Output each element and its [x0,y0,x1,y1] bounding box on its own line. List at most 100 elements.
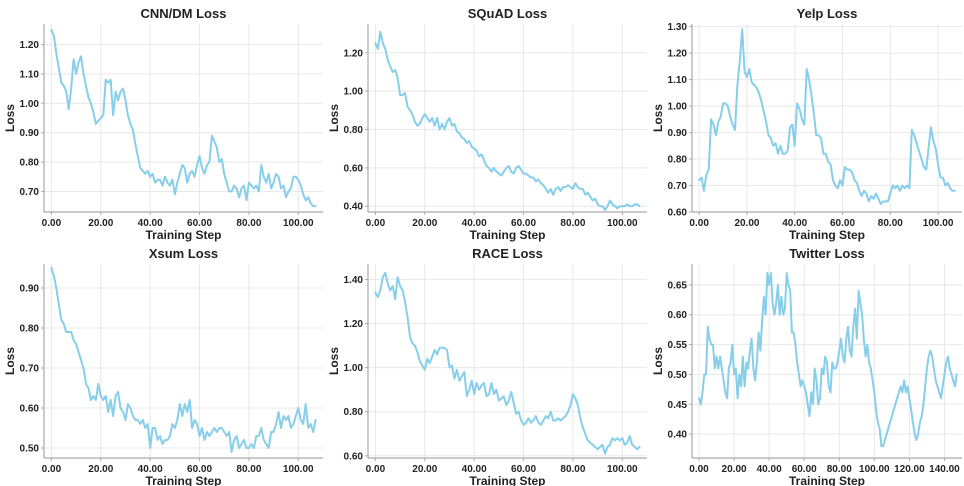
y-axis-label: Loss [3,347,17,375]
y-tick-label: 0.70 [668,181,688,192]
x-tick-label: 80.00 [560,218,585,229]
y-axis-label: Loss [651,347,665,375]
x-tick-label: 40.00 [462,464,487,475]
y-axis-label: Loss [651,104,665,132]
x-tick-label: 20.00 [412,218,437,229]
y-tick-label: 0.60 [668,208,688,219]
y-tick-label: 1.00 [668,102,688,113]
series-line [374,30,641,212]
chart-title: Twitter Loss [789,246,865,261]
y-tick-label: 0.80 [344,125,364,136]
y-tick-label: 1.00 [344,363,364,374]
x-tick-label: 40.00 [138,464,163,475]
y-tick-label: 1.00 [344,87,364,98]
y-tick-label: 1.10 [20,69,40,80]
chart-title: Xsum Loss [149,246,218,261]
x-tick-label: 40.00 [757,464,782,475]
y-tick-label: 0.80 [344,407,364,418]
x-tick-label: 60.00 [830,218,855,229]
x-tick-label: 40.00 [782,218,807,229]
x-tick-label: 60.00 [187,218,212,229]
x-tick-label: 20.00 [88,218,113,229]
x-tick-label: 100.00 [923,218,954,229]
chart-panel-4: 0.00 20.00 40.00 60.00 80.00 100.00 0.60 0.80 1.… [327,246,647,486]
x-tick-label: 0.00 [689,464,709,475]
chart-panel-5: 0.00 20.00 40.00 60.00 80.00 100.00 120.00 140.… [651,246,962,486]
series-line [374,271,641,455]
x-tick-label: 20.00 [412,464,437,475]
x-tick-label: 80.00 [236,464,261,475]
series-line [698,272,958,448]
x-tick-label: 100.00 [607,218,638,229]
chart-title: CNN/DM Loss [141,6,227,21]
y-tick-label: 1.30 [668,22,688,33]
y-tick-label: 0.90 [20,284,40,295]
series-line [50,28,317,208]
x-tick-label: 60.00 [187,464,212,475]
x-axis-label: Training Step [789,474,865,486]
y-tick-label: 0.90 [668,128,688,139]
y-tick-label: 0.40 [668,430,688,441]
y-tick-label: 1.20 [344,319,364,330]
x-tick-label: 120.00 [894,464,925,475]
y-tick-label: 1.00 [20,99,40,110]
x-tick-label: 100.00 [283,464,314,475]
y-tick-label: 1.10 [668,75,688,86]
x-tick-label: 100.00 [859,464,890,475]
chart-panel-3: 0.00 20.00 40.00 60.00 80.00 100.00 0.50 0.60 0.… [3,246,323,486]
x-tick-label: 0.00 [689,218,709,229]
x-tick-label: 80.00 [560,464,585,475]
y-tick-label: 0.70 [20,364,40,375]
x-tick-label: 60.00 [511,464,536,475]
y-tick-label: 1.20 [668,49,688,60]
y-tick-label: 0.70 [20,187,40,198]
y-tick-label: 0.45 [668,400,688,411]
x-tick-label: 140.00 [929,464,960,475]
y-tick-label: 0.80 [20,324,40,335]
x-tick-label: 60.00 [792,464,817,475]
y-tick-label: 0.60 [344,451,364,462]
chart-panel-2: 0.00 20.00 40.00 60.00 80.00 100.00 0.60 0.70 0.… [651,6,962,242]
x-tick-label: 20.00 [734,218,759,229]
x-axis-label: Training Step [469,228,545,242]
x-axis-label: Training Step [145,228,221,242]
y-tick-label: 0.80 [668,155,688,166]
x-tick-label: 20.00 [88,464,113,475]
x-tick-label: 80.00 [878,218,903,229]
x-tick-label: 60.00 [511,218,536,229]
y-tick-label: 0.60 [668,310,688,321]
series-line [50,267,317,453]
y-tick-label: 0.55 [668,340,688,351]
x-tick-label: 0.00 [42,218,62,229]
y-tick-label: 0.65 [668,280,688,291]
y-tick-label: 0.60 [344,163,364,174]
y-tick-label: 0.40 [344,202,364,213]
x-tick-label: 80.00 [827,464,852,475]
y-axis-label: Loss [3,104,17,132]
x-axis-label: Training Step [145,474,221,486]
y-tick-label: 0.50 [20,444,40,455]
chart-title: SQuAD Loss [468,6,547,21]
x-tick-label: 0.00 [366,464,386,475]
y-axis-label: Loss [327,347,341,375]
x-tick-label: 0.00 [366,218,386,229]
y-tick-label: 0.90 [20,128,40,139]
y-axis-label: Loss [327,104,341,132]
y-tick-label: 0.80 [20,158,40,169]
x-tick-label: 100.00 [607,464,638,475]
chart-title: Yelp Loss [797,6,858,21]
chart-panel-1: 0.00 20.00 40.00 60.00 80.00 100.00 0.40 0.60 0.… [327,6,647,242]
chart-panel-0: 0.00 20.00 40.00 60.00 80.00 100.00 0.70 0.80 0.… [3,6,323,242]
x-tick-label: 40.00 [462,218,487,229]
x-axis-label: Training Step [789,228,865,242]
y-tick-label: 1.20 [20,40,40,51]
x-tick-label: 0.00 [42,464,62,475]
y-tick-label: 1.40 [344,275,364,286]
x-tick-label: 40.00 [138,218,163,229]
x-axis-label: Training Step [469,474,545,486]
y-tick-label: 1.20 [344,48,364,59]
y-tick-label: 0.60 [20,404,40,415]
x-tick-label: 100.00 [283,218,314,229]
x-tick-label: 80.00 [236,218,261,229]
